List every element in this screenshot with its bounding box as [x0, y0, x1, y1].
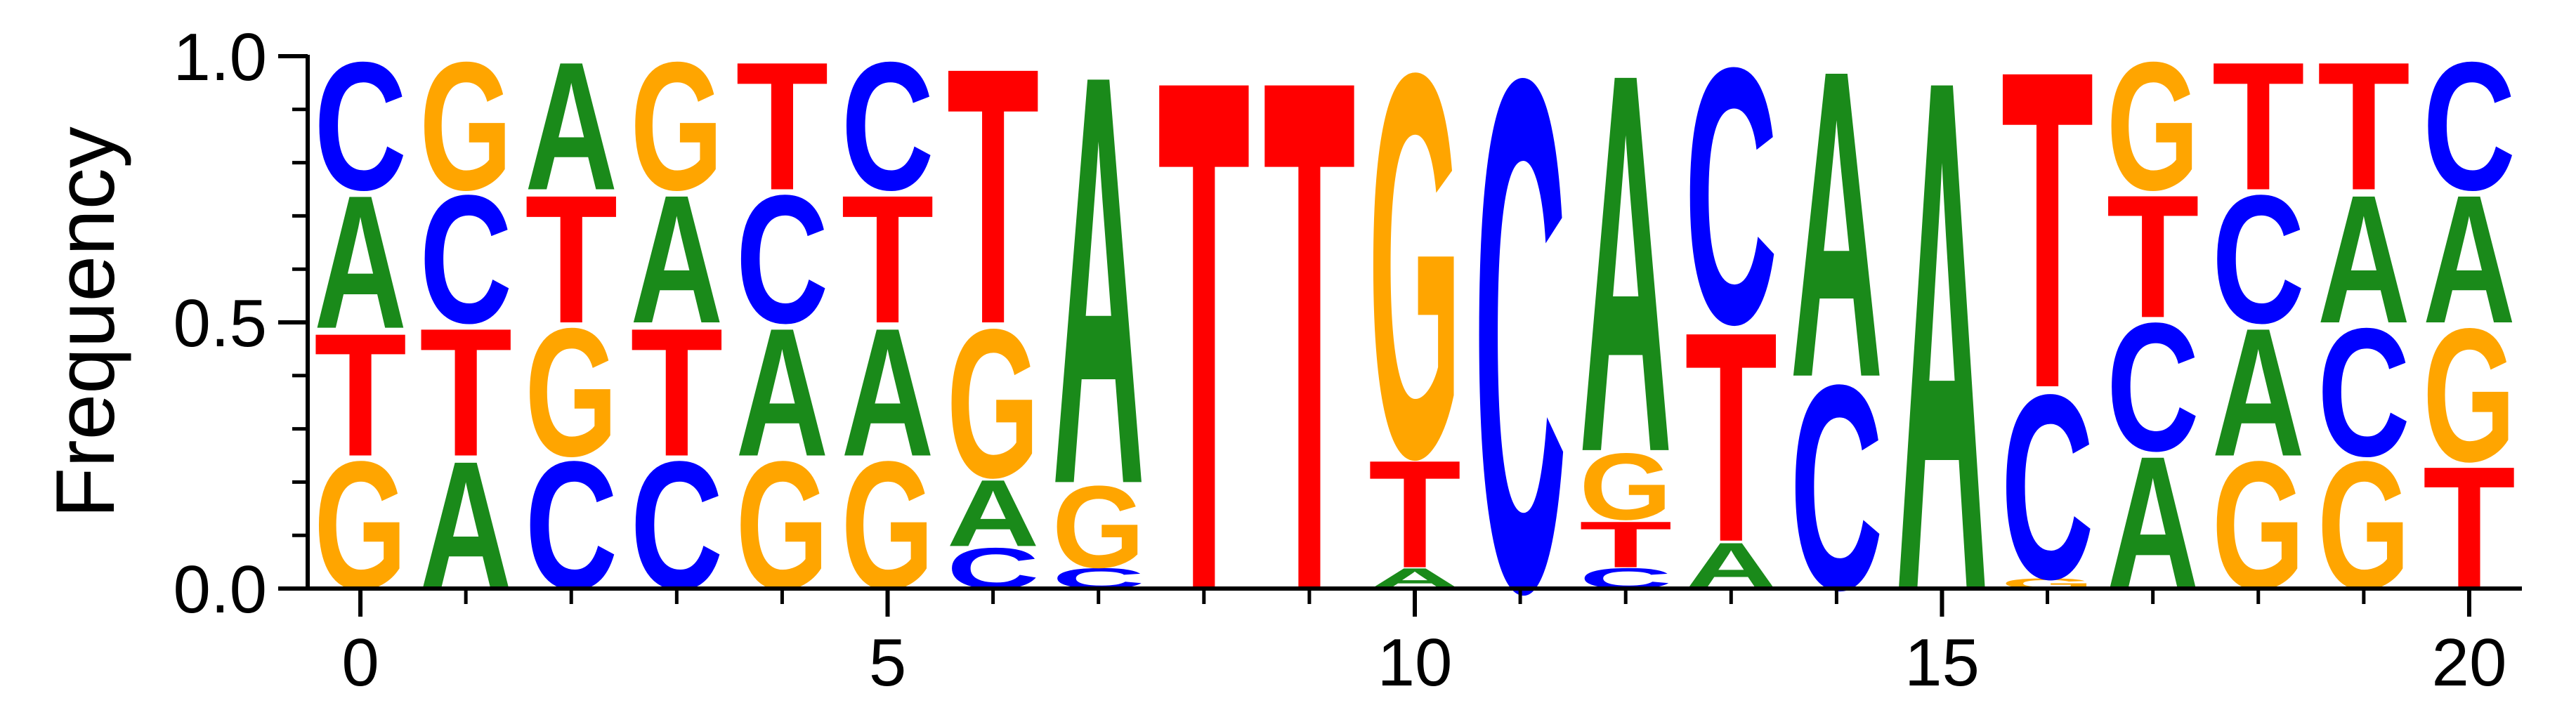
x-tick-label: 5 [869, 625, 906, 700]
logo-letter-T-pos-16: T [2001, 0, 2094, 483]
logo-letter-C-pos-13: C [1685, 0, 1777, 400]
logo-letter-G-pos-20: G [2423, 288, 2516, 501]
logo-letter-A-pos-4: A [735, 289, 828, 494]
logo-letter-T-pos-9: T [1263, 0, 1356, 722]
logo-letter-G-pos-3: G [630, 24, 723, 228]
x-tick-label: 20 [2432, 625, 2507, 700]
logo-letter-C-pos-17: C [2107, 284, 2199, 490]
logo-letter-T-pos-12: T [1579, 508, 1672, 582]
x-tick-label: 15 [1904, 625, 1980, 700]
logo-letter-T-pos-5: T [841, 157, 934, 362]
logo-letter-A-pos-14: A [1790, 0, 1883, 469]
logo-letter-A-pos-2: A [525, 23, 617, 228]
y-tick-label: 1.0 [174, 20, 267, 95]
logo-letter-A-pos-18: A [2212, 289, 2305, 494]
logo-letter-G-pos-1: G [419, 24, 512, 228]
logo-letter-A-pos-7: A [1052, 0, 1145, 606]
logo-letter-A-pos-19: A [2317, 157, 2410, 362]
logo-letter-C-pos-18: C [2212, 157, 2305, 362]
logo-letter-T-pos-13: T [1685, 270, 1777, 605]
logo-letter-T-pos-2: T [525, 157, 617, 362]
logo-letter-T-pos-19: T [2317, 23, 2410, 228]
y-tick-label: 0.0 [174, 552, 267, 627]
logo-letter-T-pos-6: T [947, 0, 1040, 400]
logo-letter-A-pos-3: A [630, 157, 723, 362]
logo-letter-C-pos-20: C [2423, 23, 2516, 228]
logo-letter-G-pos-7: G [1052, 461, 1145, 592]
x-tick-label: 0 [341, 625, 379, 700]
y-axis-label: Frequency [39, 126, 132, 518]
x-tick-label: 10 [1378, 625, 1453, 700]
logo-letter-C-pos-1: C [419, 157, 512, 362]
logo-letter-T-pos-10: T [1368, 429, 1461, 600]
logo-letter-C-pos-11: C [1474, 0, 1567, 722]
logo-letter-T-pos-1: T [419, 289, 512, 494]
logo-letter-T-pos-3: T [630, 289, 723, 494]
logo-letter-A-pos-12: A [1579, 0, 1672, 565]
logo-letter-G-pos-2: G [525, 290, 617, 494]
logo-letter-G-pos-12: G [1579, 433, 1672, 540]
y-tick-label: 0.5 [174, 286, 267, 361]
logo-letter-T-pos-18: T [2212, 23, 2305, 228]
logo-letter-C-pos-5: C [841, 23, 934, 228]
axes-layer: 0.0 0.5 1.0 0 5 10 15 20 [174, 20, 2522, 700]
logo-letter-C-pos-16: C [2001, 341, 2094, 634]
logo-letter-G-pos-17: G [2107, 24, 2199, 228]
logo-letter-T-pos-4: T [735, 23, 828, 228]
logo-letter-C-pos-19: C [2317, 289, 2410, 494]
logo-letter-C-pos-0: C [314, 23, 407, 228]
logo-letter-C-pos-4: C [735, 157, 828, 362]
logo-letter-A-pos-6: A [947, 460, 1040, 566]
logo-letter-G-pos-10: G [1368, 0, 1461, 572]
logo-letter-T-pos-0: T [314, 296, 407, 493]
logo-letter-A-pos-20: A [2423, 157, 2516, 362]
logo-letter-T-pos-8: T [1158, 0, 1250, 722]
logo-letter-G-pos-6: G [947, 284, 1040, 522]
logo-letter-A-pos-5: A [841, 289, 934, 494]
logo-letter-T-pos-17: T [2107, 158, 2199, 355]
logo-letter-A-pos-0: A [314, 156, 407, 368]
